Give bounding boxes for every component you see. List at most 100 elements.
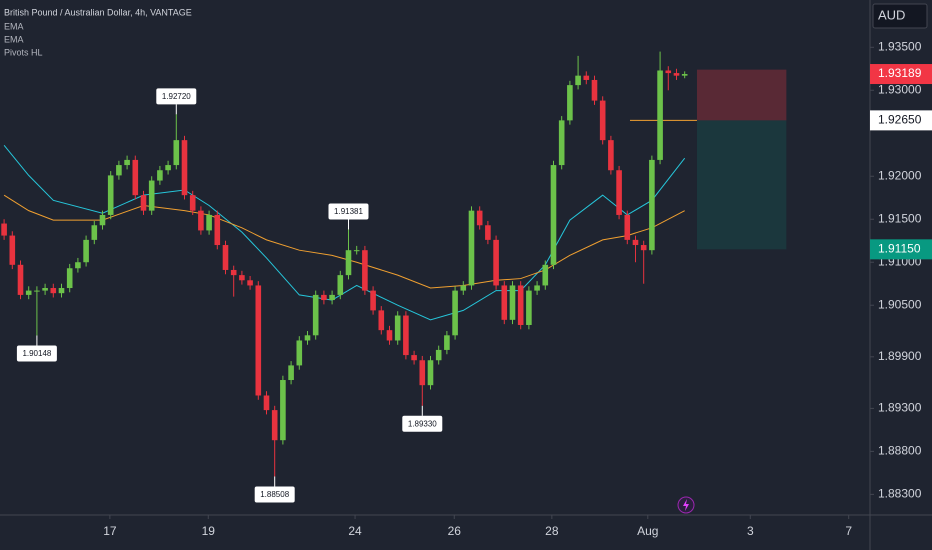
x-tick-label: 7 bbox=[845, 524, 852, 538]
candle-body bbox=[312, 294, 319, 336]
candle-body bbox=[255, 285, 262, 396]
x-tick-label: 28 bbox=[545, 524, 559, 538]
candle-body bbox=[657, 70, 663, 160]
candle-body bbox=[83, 239, 89, 263]
ema-line bbox=[3, 194, 685, 289]
candle-body bbox=[370, 290, 376, 311]
candle-body bbox=[42, 288, 48, 291]
candle-body bbox=[649, 159, 655, 251]
candle-body bbox=[640, 245, 647, 251]
candle-body bbox=[140, 195, 147, 211]
price-label-box bbox=[870, 110, 932, 131]
candle-body bbox=[599, 100, 606, 141]
candle-body bbox=[247, 280, 253, 286]
y-tick-label: 1.90500 bbox=[878, 297, 922, 311]
chart-title: British Pound / Australian Dollar, 4h, V… bbox=[4, 7, 192, 17]
price-label-box bbox=[870, 64, 932, 85]
y-tick-label: 1.93500 bbox=[878, 39, 922, 53]
pivot-box bbox=[254, 486, 295, 503]
candle-body bbox=[583, 75, 590, 80]
candle-body bbox=[542, 264, 549, 286]
candle-body bbox=[673, 73, 680, 76]
y-tick-label: 1.89900 bbox=[878, 349, 922, 363]
x-tick-label: 3 bbox=[747, 524, 754, 538]
candle-body bbox=[157, 170, 163, 181]
y-tick-label: 1.93000 bbox=[878, 82, 922, 96]
candle-body bbox=[468, 210, 475, 286]
indicator-label: Pivots HL bbox=[4, 47, 43, 57]
x-tick-label: Aug bbox=[637, 524, 658, 538]
candle-body bbox=[608, 140, 614, 171]
candle-body bbox=[624, 214, 631, 240]
candle-body bbox=[17, 264, 24, 295]
candle-body bbox=[181, 140, 188, 196]
candle-body bbox=[25, 290, 32, 295]
x-tick-label: 19 bbox=[202, 524, 216, 538]
candle-body bbox=[230, 269, 237, 276]
candle-body bbox=[444, 335, 450, 350]
price-label-box bbox=[870, 239, 932, 260]
candle-body bbox=[321, 294, 327, 301]
candle-body bbox=[1, 223, 7, 236]
candle-body bbox=[550, 165, 557, 265]
x-tick-label: 24 bbox=[348, 524, 362, 538]
candle-body bbox=[378, 310, 385, 331]
candle-body bbox=[567, 85, 573, 121]
candle-body bbox=[296, 340, 303, 366]
candle-body bbox=[66, 268, 73, 289]
candle-body bbox=[665, 70, 672, 74]
pivot-box bbox=[402, 415, 443, 432]
candle-body bbox=[460, 285, 467, 291]
indicator-label: EMA bbox=[4, 21, 24, 31]
candle-body bbox=[148, 180, 155, 211]
candle-body bbox=[280, 380, 286, 441]
pivot-label: 1.89330 bbox=[408, 419, 437, 428]
candle-body bbox=[337, 275, 344, 295]
candle-body bbox=[99, 214, 106, 226]
candle-body bbox=[427, 360, 434, 386]
candle-body bbox=[189, 195, 196, 211]
y-tick-label: 1.88300 bbox=[878, 487, 922, 501]
candle-body bbox=[501, 285, 508, 320]
candle-body bbox=[493, 239, 499, 286]
candle-body bbox=[575, 75, 581, 86]
y-tick-label: 1.89300 bbox=[878, 401, 922, 415]
event-bolt bbox=[683, 499, 689, 511]
candle-body bbox=[288, 365, 294, 381]
y-tick-label: 1.92000 bbox=[878, 168, 922, 182]
pivot-box bbox=[156, 88, 197, 105]
candle-body bbox=[681, 74, 688, 76]
currency-button[interactable] bbox=[872, 3, 928, 29]
stop-zone bbox=[696, 69, 787, 121]
candle-body bbox=[214, 214, 221, 246]
pivot-label: 1.91381 bbox=[334, 207, 363, 216]
candle-body bbox=[353, 250, 360, 252]
candle-body bbox=[411, 355, 417, 361]
candle-body bbox=[632, 239, 639, 246]
candle-body bbox=[386, 330, 393, 341]
candle-body bbox=[419, 360, 426, 386]
candle-body bbox=[263, 395, 270, 411]
ema-line bbox=[3, 144, 686, 321]
candle-body bbox=[476, 210, 483, 226]
x-tick-label: 26 bbox=[448, 524, 462, 538]
candle-body bbox=[591, 79, 598, 101]
candle-body bbox=[517, 285, 524, 325]
pivot-box bbox=[328, 203, 369, 220]
y-tick-label: 1.88800 bbox=[878, 444, 922, 458]
candle-body bbox=[329, 294, 335, 301]
candle-body bbox=[124, 159, 130, 166]
candle-body bbox=[509, 285, 516, 320]
target-zone bbox=[696, 120, 787, 250]
candle-body bbox=[558, 120, 565, 166]
candle-body bbox=[165, 165, 171, 171]
candle-body bbox=[222, 245, 229, 270]
price-label: 1.93189 bbox=[878, 66, 922, 80]
candle-body bbox=[9, 235, 16, 265]
candle-body bbox=[526, 290, 532, 325]
candle-body bbox=[198, 210, 204, 231]
pivot-box bbox=[16, 345, 57, 362]
price-label: 1.92650 bbox=[878, 113, 922, 127]
candle-body bbox=[75, 262, 81, 269]
